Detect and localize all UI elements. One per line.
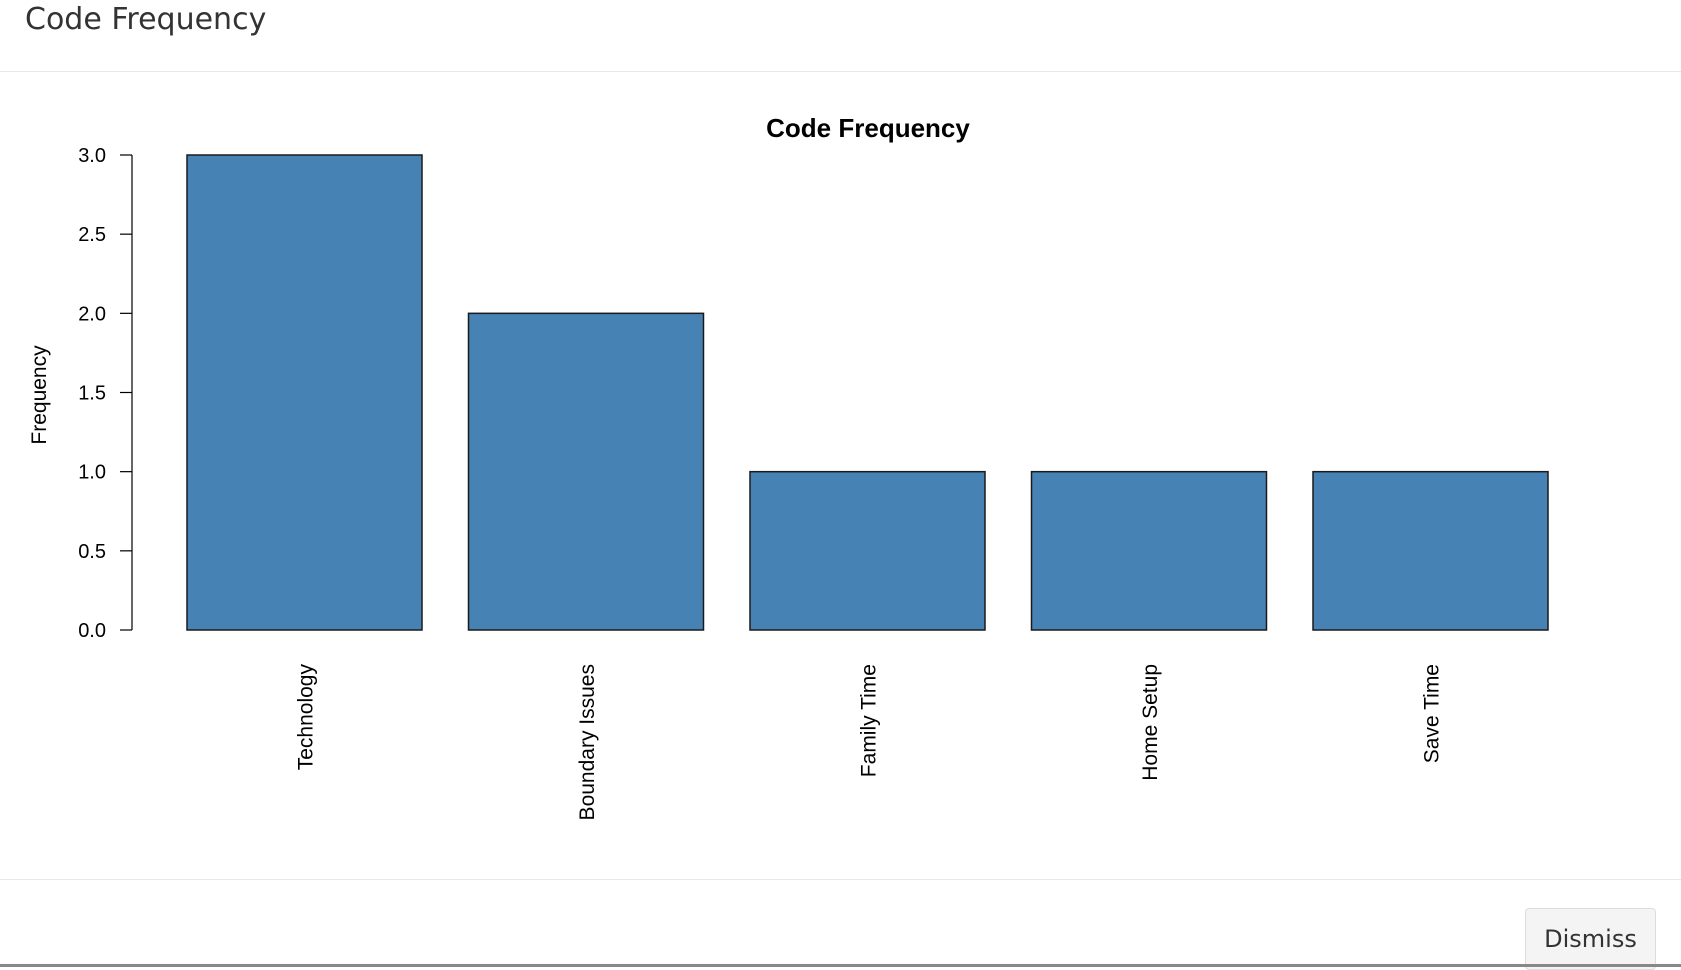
- modal-footer: Dismiss: [0, 879, 1681, 970]
- x-tick-label: Boundary Issues: [576, 664, 599, 820]
- bar: [1030, 470, 1268, 631]
- window-bottom-edge: [0, 964, 1681, 967]
- x-tick-label: Family Time: [858, 664, 881, 777]
- y-tick-label: 0.5: [78, 541, 106, 563]
- bar: [467, 312, 705, 631]
- x-tick-label: Technology: [295, 664, 318, 771]
- modal-header: Code Frequency: [0, 0, 1681, 72]
- x-tick-label: Save Time: [1421, 664, 1444, 763]
- x-tick-label: Home Setup: [1139, 664, 1162, 781]
- bar-chart: Code Frequency Frequency 0.0 0.5 1.0 1.5 2.0…: [28, 113, 1549, 821]
- modal-title: Code Frequency: [25, 2, 267, 37]
- y-tick-label: 2.5: [78, 224, 106, 246]
- y-tick-label: 3.0: [78, 145, 106, 167]
- y-tick-label: 1.5: [78, 383, 106, 405]
- chart-title: Code Frequency: [766, 113, 970, 143]
- bar: [749, 470, 986, 631]
- bar: [186, 154, 423, 631]
- bar: [1312, 470, 1549, 631]
- y-axis: 0.0 0.5 1.0 1.5 2.0 2.5 3.0: [78, 145, 133, 642]
- y-tick-label: 1.0: [78, 462, 106, 484]
- y-tick-label: 0.0: [78, 620, 106, 642]
- modal-body: Code Frequency Frequency 0.0 0.5 1.0 1.5 2.0…: [0, 72, 1681, 879]
- x-axis-labels: Technology Boundary Issues Family Time Home…: [295, 664, 1444, 821]
- dismiss-button[interactable]: Dismiss: [1525, 908, 1656, 970]
- y-tick-label: 2.0: [78, 303, 106, 325]
- y-axis-label: Frequency: [28, 345, 51, 445]
- bars-group: [186, 154, 1549, 631]
